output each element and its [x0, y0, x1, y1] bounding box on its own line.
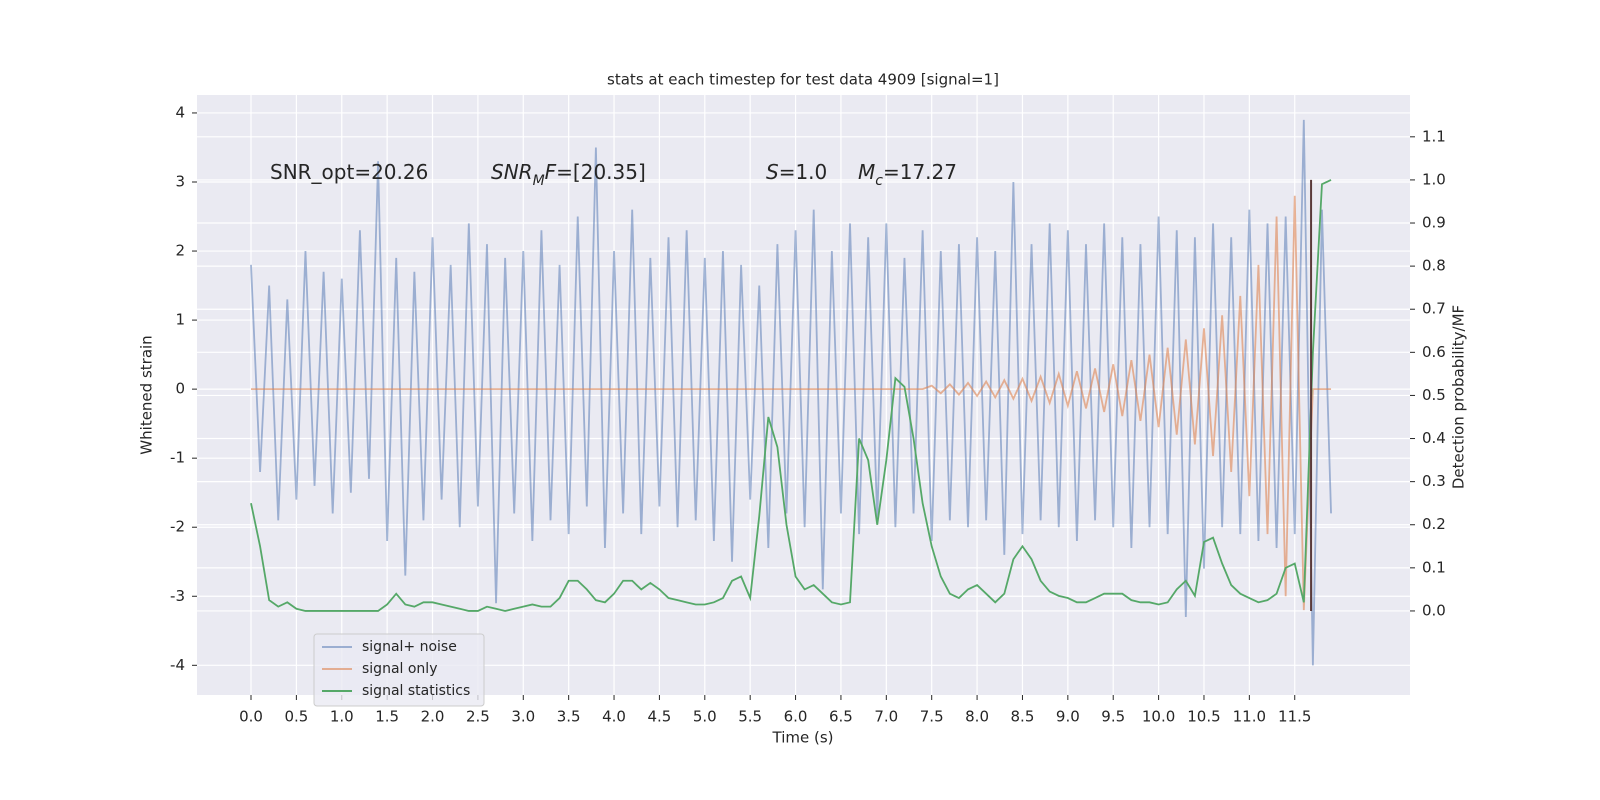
y2-tick-label: 0.3	[1422, 472, 1446, 490]
legend-label: signal only	[362, 661, 437, 677]
y-tick-label: 1	[175, 311, 185, 329]
marks	[250, 119, 1332, 666]
annotation: SNR_opt=20.26	[270, 160, 428, 184]
x-tick-label: 1.0	[330, 708, 354, 726]
y2-tick-label: 0.5	[1422, 386, 1446, 404]
y2-tick-label: 1.1	[1422, 127, 1446, 145]
x-tick-label: 7.5	[920, 708, 944, 726]
y2-tick-label: 0.8	[1422, 257, 1446, 275]
x-tick-label: 9.0	[1056, 708, 1080, 726]
grid	[197, 95, 1410, 695]
annotation-part: =17.27	[883, 160, 957, 184]
annotation-part: SNR	[491, 160, 533, 184]
annotation-part: M	[858, 160, 875, 184]
y-tick-label: -2	[170, 518, 185, 536]
x-tick-label: 3.5	[557, 708, 581, 726]
x-tick-label: 8.0	[965, 708, 989, 726]
annotation-part: =1.0	[779, 160, 828, 184]
x-tick-label: 3.0	[511, 708, 535, 726]
x-axis-label: Time (s)	[772, 729, 834, 747]
legend-label: signal+ noise	[362, 639, 457, 655]
series-line	[250, 179, 1332, 612]
y2-tick-label: 0.2	[1422, 515, 1446, 533]
x-tick-label: 5.5	[738, 708, 762, 726]
x-tick-label: 4.5	[647, 708, 671, 726]
legend-box	[313, 633, 485, 707]
annotation: SNRMF=[20.35]	[491, 160, 646, 190]
y2-tick-label: 0.6	[1422, 343, 1446, 361]
x-tick-label: 11.0	[1233, 708, 1266, 726]
x-tick-label: 4.0	[602, 708, 626, 726]
y-tick-label: 0	[175, 380, 185, 398]
x-tick-label: 5.0	[693, 708, 717, 726]
annotation-part: M	[533, 173, 545, 189]
y2-axis-label: Detection probability/MF	[1450, 305, 1468, 489]
annotation: Mc=17.27	[858, 160, 957, 190]
annotation-part: F	[545, 160, 557, 184]
series-line	[251, 195, 1332, 611]
y-tick-label: 4	[175, 103, 185, 121]
y2-tick-label: 0.9	[1422, 214, 1446, 232]
annotation-part: =[20.35]	[556, 160, 646, 184]
y-tick-label: -1	[170, 449, 185, 467]
y-tick-label: 3	[175, 172, 185, 190]
annotation-part: S	[766, 160, 779, 184]
annotation: S=1.0	[766, 160, 827, 184]
x-tick-label: 2.0	[421, 708, 445, 726]
x-tick-label: 7.0	[874, 708, 898, 726]
x-tick-label: 1.5	[375, 708, 399, 726]
annotation-part: SNR_opt=20.26	[270, 160, 428, 184]
y-tick-label: -4	[170, 656, 185, 674]
annotation-part: c	[875, 173, 883, 189]
x-tick-label: 8.5	[1011, 708, 1035, 726]
x-tick-label: 0.0	[239, 708, 263, 726]
y2-tick-label: 0.4	[1422, 429, 1446, 447]
x-tick-label: 10.5	[1187, 708, 1220, 726]
y-tick-label: 2	[175, 242, 185, 260]
y2-tick-label: 0.0	[1422, 601, 1446, 619]
x-tick-label: 10.0	[1142, 708, 1175, 726]
y2-tick-label: 0.1	[1422, 558, 1446, 576]
x-tick-label: 0.5	[284, 708, 308, 726]
x-tick-label: 6.0	[784, 708, 808, 726]
series-line	[250, 119, 1332, 666]
y2-tick-label: 0.7	[1422, 300, 1446, 318]
y-axis-label: Whitened strain	[138, 335, 156, 454]
y2-tick-label: 1.0	[1422, 170, 1446, 188]
y-tick-label: -3	[170, 587, 185, 605]
chart-title: stats at each timestep for test data 490…	[607, 71, 999, 89]
x-tick-label: 9.5	[1101, 708, 1125, 726]
x-tick-label: 6.5	[829, 708, 853, 726]
x-tick-label: 2.5	[466, 708, 490, 726]
x-tick-label: 11.5	[1278, 708, 1311, 726]
legend-label: signal statistics	[362, 683, 470, 699]
